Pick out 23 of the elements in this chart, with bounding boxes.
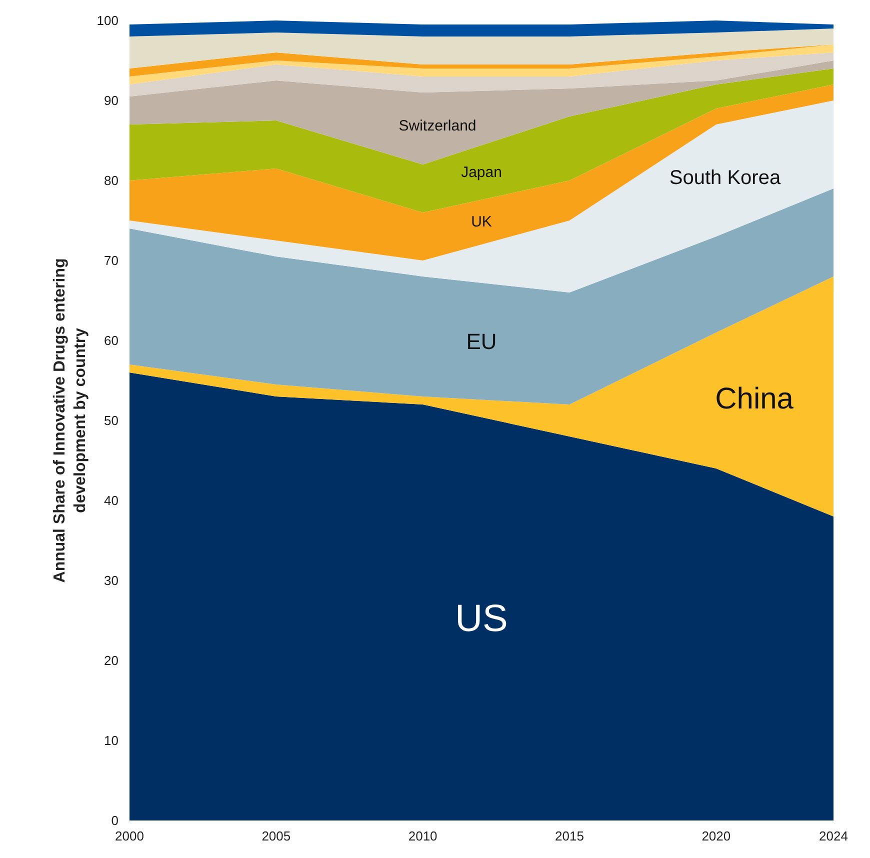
series-label: UK	[471, 214, 492, 231]
y-axis-title: Annual Share of Innovative Drugs entering development by country	[51, 258, 89, 583]
y-tick-label: 20	[104, 653, 119, 668]
y-tick-label: 70	[104, 253, 119, 268]
x-tick-label: 2024	[819, 828, 848, 844]
x-tick-label: 2020	[702, 828, 731, 844]
series-label: Switzerland	[398, 117, 476, 134]
series-label: South Korea	[669, 166, 782, 189]
y-tick-label: 40	[104, 493, 119, 508]
series-label: EU	[466, 328, 497, 354]
x-tick-label: 2010	[408, 828, 438, 844]
y-tick-label: 100	[96, 13, 119, 28]
y-tick-label: 0	[111, 813, 119, 828]
y-tick-label: 30	[104, 573, 119, 588]
x-tick-label: 2005	[262, 828, 291, 844]
x-tick-label: 2000	[115, 828, 144, 844]
y-tick-label: 10	[104, 733, 119, 748]
y-tick-label: 90	[104, 93, 119, 108]
series-label: Japan	[461, 164, 502, 181]
y-tick-label: 80	[104, 173, 119, 188]
y-tick-label: 50	[104, 413, 119, 428]
x-tick-label: 2015	[555, 828, 584, 844]
y-tick-label: 60	[104, 333, 119, 348]
